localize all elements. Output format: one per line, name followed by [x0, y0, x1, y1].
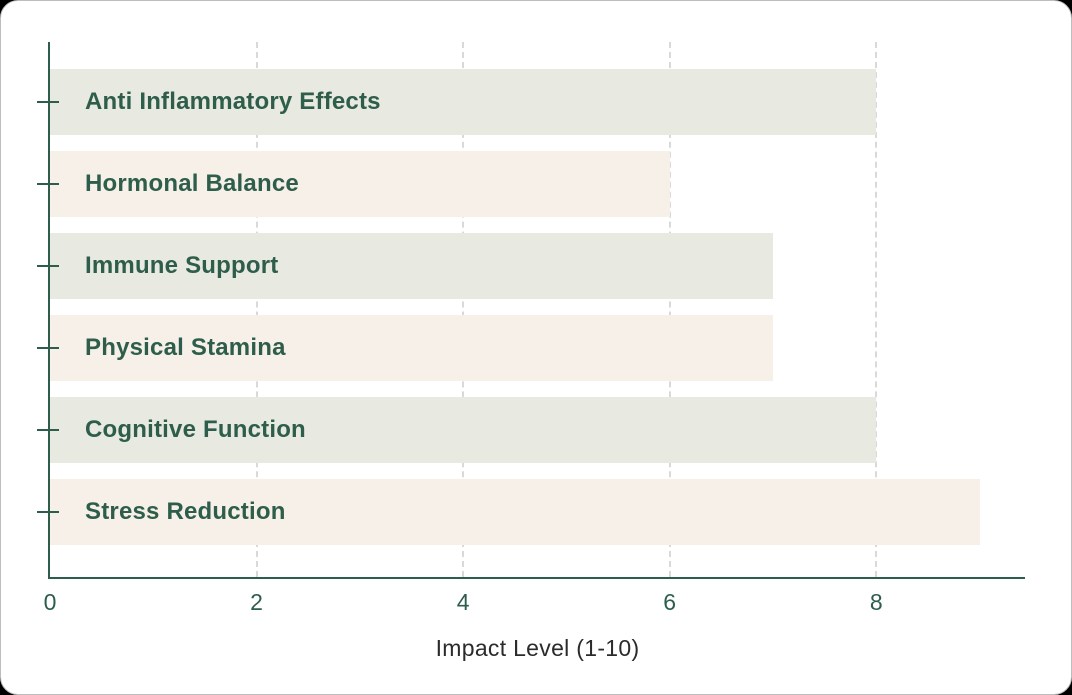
bar-label: Physical Stamina [85, 334, 286, 361]
gridline-x-4 [462, 42, 465, 577]
bar: Physical Stamina [50, 315, 773, 381]
bar: Immune Support [50, 233, 773, 299]
bar-row: Anti Inflammatory Effects [37, 61, 1025, 143]
bar-row: Hormonal Balance [37, 143, 1025, 225]
y-axis-tick [37, 347, 59, 349]
bar-label: Cognitive Function [85, 416, 306, 443]
bar: Hormonal Balance [50, 151, 670, 217]
gridline-x-8 [875, 42, 878, 577]
y-axis-tick [37, 265, 59, 267]
y-axis-tick [37, 429, 59, 431]
x-tick-label: 4 [456, 589, 470, 615]
x-tick-label: 8 [869, 589, 883, 615]
bar: Cognitive Function [50, 397, 877, 463]
bar-row: Stress Reduction [37, 471, 1025, 553]
x-tick-label: 6 [663, 589, 677, 615]
bar: Stress Reduction [50, 479, 980, 545]
x-axis-tick-labels: 0 2 4 6 8 [44, 589, 1025, 619]
x-axis-title: Impact Level (1-10) [435, 635, 640, 661]
bar-rows: Anti Inflammatory Effects Hormonal Balanc… [37, 42, 1025, 577]
bar-row: Immune Support [37, 225, 1025, 307]
y-axis-tick [37, 101, 59, 103]
bar-label: Immune Support [85, 252, 279, 279]
y-axis-tick [37, 511, 59, 513]
bar-label: Anti Inflammatory Effects [85, 88, 381, 115]
bar-label: Stress Reduction [85, 498, 286, 525]
x-tick-label: 0 [43, 589, 57, 615]
gridline-x-2 [255, 42, 258, 577]
y-axis-tick [37, 183, 59, 185]
bar-label: Hormonal Balance [85, 170, 299, 197]
bar-row: Physical Stamina [37, 307, 1025, 389]
bar-row: Cognitive Function [37, 389, 1025, 471]
gridline-x-6 [668, 42, 671, 577]
x-tick-label: 2 [250, 589, 263, 615]
bar: Anti Inflammatory Effects [50, 69, 877, 135]
plot-area: Anti Inflammatory Effects Hormonal Balanc… [37, 42, 1025, 579]
